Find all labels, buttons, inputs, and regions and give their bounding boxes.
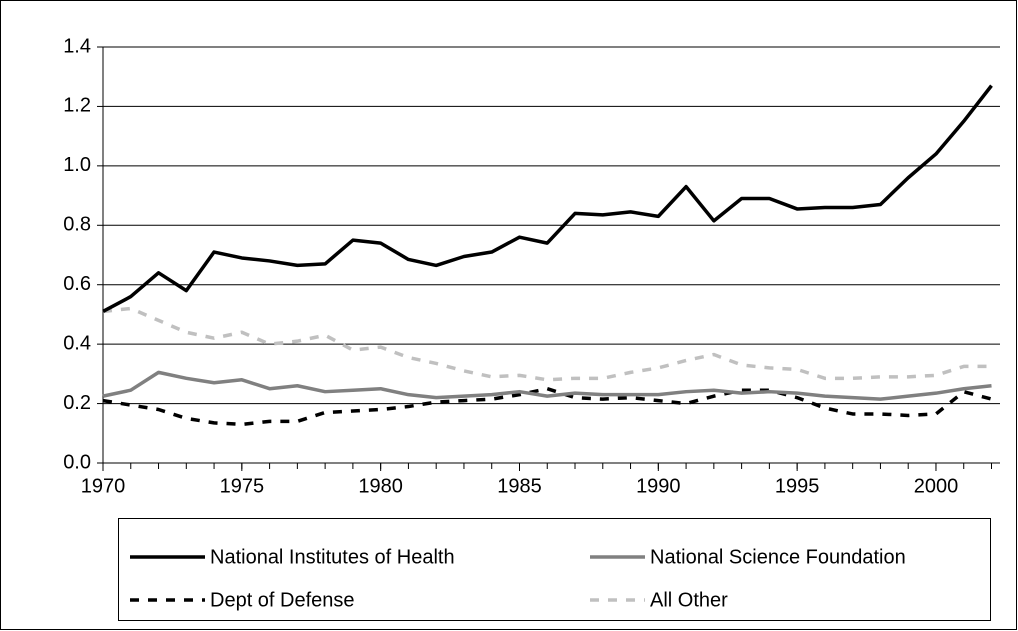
x-tick-label: 1970 [81, 475, 126, 497]
series-line [102, 306, 992, 382]
x-tick-label: 1985 [497, 475, 542, 497]
y-tick-label: 1.2 [63, 95, 91, 117]
y-tick-label: 1.0 [63, 154, 91, 176]
x-tick-label: 2000 [914, 475, 959, 497]
series-line [102, 370, 992, 401]
x-tick-label: 1995 [775, 475, 820, 497]
y-tick-label: 0.8 [63, 214, 91, 236]
series-line [102, 386, 992, 427]
legend-label: National Science Foundation [650, 546, 906, 568]
y-tick-label: 0.6 [63, 273, 91, 295]
y-tick-label: 1.4 [63, 35, 91, 57]
legend-label: All Other [650, 589, 728, 611]
y-tick-label: 0.2 [63, 392, 91, 414]
series-line [102, 84, 993, 313]
x-tick-label: 1975 [220, 475, 265, 497]
legend-box [118, 518, 991, 621]
x-tick-label: 1990 [636, 475, 681, 497]
y-tick-label: 0.0 [63, 451, 91, 473]
x-tick-label: 1980 [358, 475, 403, 497]
legend-label: National Institutes of Health [210, 546, 455, 568]
y-tick-label: 0.4 [63, 332, 91, 354]
legend-label: Dept of Defense [210, 589, 355, 611]
